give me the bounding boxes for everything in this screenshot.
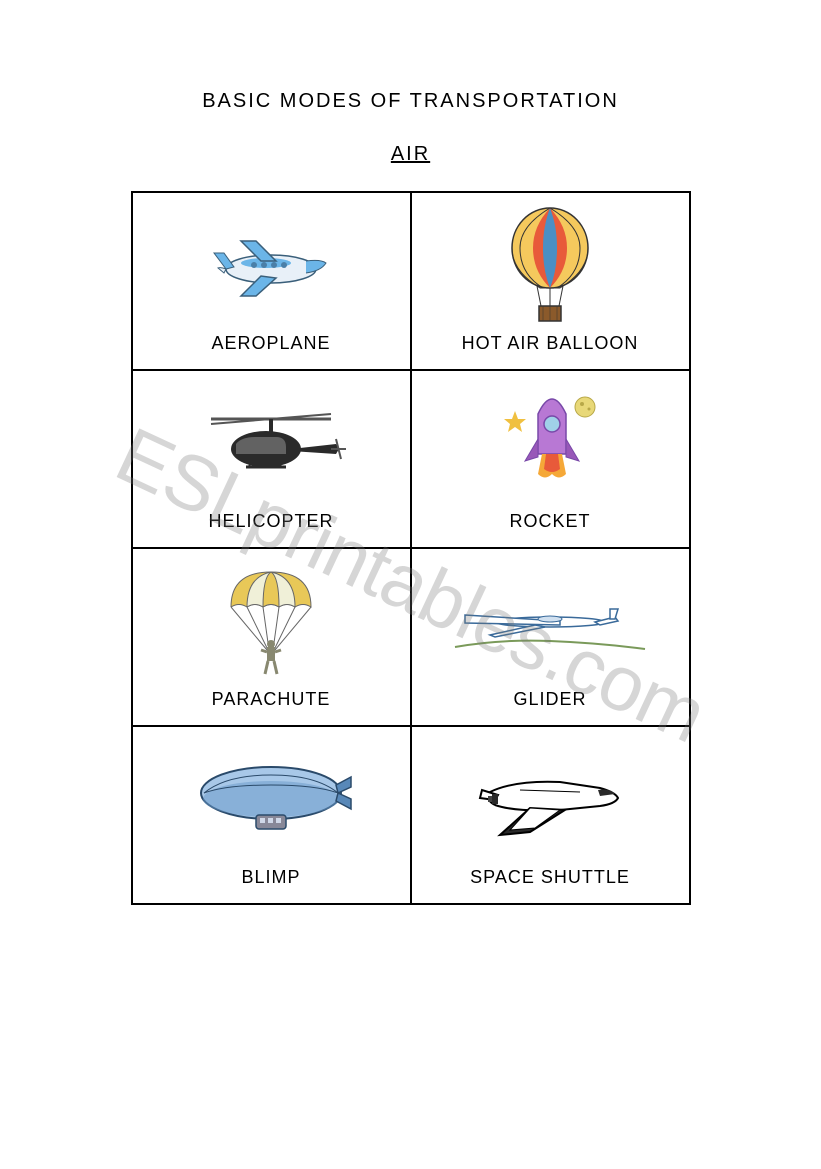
blimp-icon — [138, 737, 405, 862]
page-title: BASIC MODES OF TRANSPORTATION — [120, 90, 701, 113]
aeroplane-icon — [138, 203, 405, 328]
cell-aeroplane: AEROPLANE — [132, 192, 411, 370]
transport-grid: AEROPLANE — [131, 191, 691, 905]
worksheet-page: BASIC MODES OF TRANSPORTATION AIR — [0, 0, 821, 945]
shuttle-label: SPACE SHUTTLE — [470, 867, 630, 888]
aeroplane-label: AEROPLANE — [211, 333, 330, 354]
rocket-icon — [417, 381, 684, 506]
page-subtitle: AIR — [120, 143, 701, 166]
rocket-label: ROCKET — [509, 511, 590, 532]
cell-blimp: BLIMP — [132, 726, 411, 904]
cell-shuttle: SPACE SHUTTLE — [411, 726, 690, 904]
glider-label: GLIDER — [513, 689, 586, 710]
cell-helicopter: HELICOPTER — [132, 370, 411, 548]
parachute-icon — [138, 559, 405, 684]
cell-balloon: HOT AIR BALLOON — [411, 192, 690, 370]
glider-icon — [417, 559, 684, 684]
balloon-label: HOT AIR BALLOON — [462, 333, 639, 354]
helicopter-icon — [138, 381, 405, 506]
cell-rocket: ROCKET — [411, 370, 690, 548]
balloon-icon — [417, 203, 684, 328]
helicopter-label: HELICOPTER — [208, 511, 333, 532]
cell-parachute: PARACHUTE — [132, 548, 411, 726]
parachute-label: PARACHUTE — [212, 689, 331, 710]
blimp-label: BLIMP — [241, 867, 300, 888]
cell-glider: GLIDER — [411, 548, 690, 726]
shuttle-icon — [417, 737, 684, 862]
